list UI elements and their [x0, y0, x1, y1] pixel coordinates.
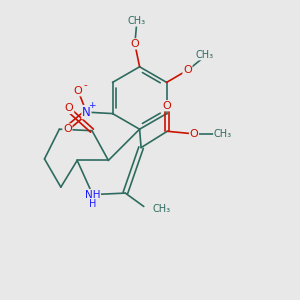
Text: N: N [82, 106, 91, 118]
Text: +: + [88, 101, 95, 110]
Text: CH₃: CH₃ [128, 16, 146, 26]
Text: O: O [163, 101, 172, 111]
Text: CH₃: CH₃ [152, 204, 170, 214]
Text: O: O [74, 86, 82, 96]
Text: -: - [84, 80, 87, 90]
Text: CH₃: CH₃ [196, 50, 214, 60]
Text: CH₃: CH₃ [214, 129, 232, 139]
Text: O: O [131, 39, 140, 49]
Text: O: O [183, 64, 192, 75]
Text: H: H [89, 199, 96, 209]
Text: O: O [63, 124, 72, 134]
Text: O: O [65, 103, 74, 113]
Text: NH: NH [85, 190, 100, 200]
Text: O: O [190, 129, 198, 139]
